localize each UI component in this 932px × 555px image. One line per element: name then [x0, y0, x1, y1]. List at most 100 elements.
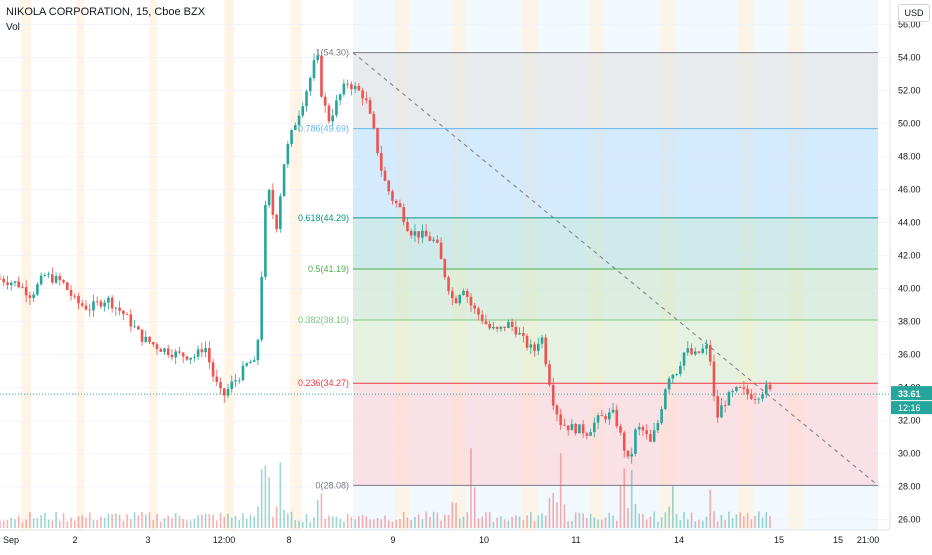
volume-bar	[159, 521, 162, 528]
volume-bar	[615, 520, 618, 528]
candle-body	[140, 329, 144, 342]
volume-bar	[470, 448, 472, 528]
candle-body	[518, 332, 521, 335]
candle-body	[331, 115, 334, 122]
candle-body	[705, 345, 708, 349]
candle-body	[708, 345, 712, 362]
volume-bar	[361, 514, 364, 528]
volume-bar	[350, 516, 353, 528]
time-tick-label: 15	[833, 535, 843, 545]
candle-body	[514, 326, 518, 335]
price-tick-label: 30.00	[898, 449, 921, 459]
candle-body	[533, 344, 536, 351]
volume-bar	[313, 517, 315, 528]
candle-body	[80, 303, 84, 306]
volume-bar	[264, 465, 267, 528]
candle-body	[768, 384, 772, 390]
candle-body	[43, 275, 47, 276]
candle-body	[716, 396, 719, 418]
candle-body	[428, 236, 432, 241]
candle-body	[660, 409, 663, 423]
volume-bar	[62, 513, 65, 528]
price-tick-label: 38.00	[898, 317, 921, 327]
volume-bar	[417, 514, 420, 528]
volume-bar	[320, 493, 323, 528]
candle-body	[271, 189, 275, 215]
volume-bar	[2, 520, 5, 528]
candle-body	[21, 287, 24, 288]
candle-body	[148, 336, 151, 343]
fib-level-label: 0.236(34.27)	[298, 378, 349, 388]
volume-bar	[324, 518, 327, 528]
candle-body	[761, 394, 764, 399]
candle-body	[17, 281, 20, 288]
candle-body	[764, 384, 768, 395]
candle-body	[279, 196, 282, 230]
time-tick-label: 12:00	[213, 535, 236, 545]
candle-body	[383, 170, 387, 181]
candle-body	[129, 314, 133, 327]
volume-indicator-label[interactable]: Vol	[6, 22, 20, 33]
candle-body	[443, 259, 447, 278]
volume-bar	[343, 521, 345, 528]
candle-body	[559, 414, 562, 425]
time-tick-label: 10	[479, 535, 489, 545]
candle-body	[346, 83, 349, 85]
volume-bar	[391, 521, 394, 528]
candle-body	[234, 380, 237, 382]
volume-bar	[40, 515, 42, 528]
candle-body	[529, 344, 533, 348]
candle-body	[320, 55, 323, 97]
session-band	[76, 0, 85, 530]
price-tick-label: 28.00	[898, 482, 921, 492]
candle-body	[294, 125, 297, 131]
candle-body	[656, 422, 660, 431]
volume-bar	[645, 519, 648, 528]
volume-bar	[88, 512, 91, 528]
candle-body	[73, 295, 77, 297]
volume-bar	[92, 520, 95, 528]
volume-bar	[111, 513, 113, 528]
time-tick-label: 14	[674, 535, 684, 545]
volume-bar	[268, 477, 270, 528]
volume-bar	[750, 519, 753, 528]
candle-body	[297, 115, 301, 126]
volume-bar	[335, 516, 338, 528]
candle-body	[189, 357, 192, 360]
volume-bar	[279, 462, 282, 528]
symbol-title[interactable]: NIKOLA CORPORATION, 15, Cboe BZX	[6, 6, 206, 18]
candle-body	[77, 296, 80, 304]
volume-bar	[130, 519, 132, 528]
volume-bar	[51, 520, 54, 528]
volume-bar	[533, 521, 536, 528]
price-tick-label: 48.00	[898, 152, 921, 162]
volume-bar	[649, 516, 652, 528]
volume-bar	[582, 513, 584, 528]
volume-bar	[47, 519, 50, 528]
candles	[0, 49, 772, 464]
volume-bar	[731, 518, 734, 528]
candle-body	[664, 389, 667, 410]
volume-bar	[716, 521, 719, 528]
volume-bar	[294, 520, 297, 528]
time-tick-label: 21:00	[857, 535, 880, 545]
volume-bar	[331, 516, 334, 528]
volume-bar	[705, 516, 708, 528]
candle-body	[62, 280, 65, 283]
candle-body	[634, 429, 637, 454]
volume-bar	[447, 514, 450, 528]
volume-bar	[167, 515, 170, 528]
volume-bar	[653, 511, 655, 528]
candle-body	[163, 348, 166, 352]
volume-bar	[477, 518, 480, 528]
volume-bar	[346, 513, 349, 528]
volume-bar	[21, 521, 24, 528]
countdown-label: 12:16	[898, 403, 921, 413]
currency-selector[interactable]: USD	[898, 4, 930, 22]
volume-bar	[485, 512, 487, 528]
candle-body	[735, 386, 738, 391]
volume-bar	[395, 519, 398, 528]
candle-body	[421, 230, 424, 238]
volume-bar	[242, 513, 244, 528]
